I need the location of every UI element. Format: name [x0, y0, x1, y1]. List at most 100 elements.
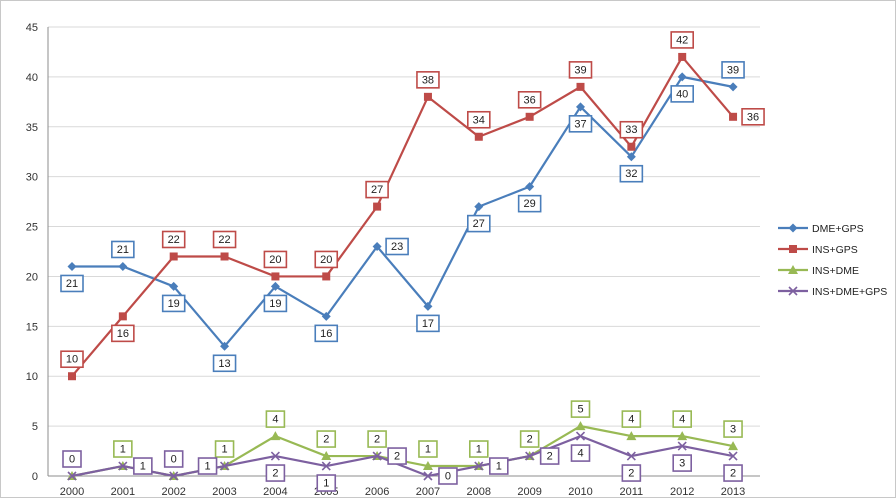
data-label-box [263, 294, 288, 313]
data-label-ins-gps: 22 [161, 230, 186, 249]
data-label-ins-dme: 1 [418, 440, 438, 458]
x-tick-label: 2004 [263, 486, 287, 498]
data-label-box [62, 450, 82, 468]
x-tick-label: 2013 [721, 486, 745, 498]
data-label-box [519, 430, 540, 448]
data-point-dme-gps [220, 341, 230, 351]
data-label-text: 5 [577, 404, 583, 416]
gridlines [48, 26, 760, 427]
data-label-box [263, 250, 288, 269]
data-label-text: 3 [730, 424, 736, 436]
legend-item-ins-dme: INS+DME [778, 265, 859, 277]
data-label-box [314, 250, 339, 269]
data-label-text: 34 [473, 114, 485, 126]
y-tick-label: 5 [32, 421, 38, 433]
data-label-ins-dme-gps: 2 [265, 464, 286, 482]
data-label-box [111, 240, 135, 259]
data-label-dme-gps: 39 [721, 61, 745, 79]
data-label-text: 17 [422, 318, 434, 330]
data-label-text: 2 [394, 451, 400, 463]
data-label-box [367, 430, 387, 448]
data-label-text: 36 [524, 94, 536, 106]
data-label-text: 39 [727, 64, 739, 76]
y-tick-label: 30 [26, 172, 38, 184]
data-label-box [113, 440, 133, 458]
data-point-ins-dme-gps [67, 471, 77, 481]
data-label-ins-gps: 42 [670, 31, 695, 49]
data-label-box [466, 110, 491, 129]
data-point-ins-gps [678, 52, 687, 61]
data-point-dme-gps [626, 152, 636, 162]
data-label-box [214, 440, 235, 458]
data-label-text: 39 [574, 64, 586, 76]
data-label-ins-gps: 10 [60, 350, 84, 369]
data-label-text: 1 [140, 461, 146, 473]
data-label-dme-gps: 16 [314, 324, 339, 343]
data-label-text: 1 [323, 478, 329, 490]
data-label-ins-dme-gps: 1 [316, 474, 337, 492]
data-point-ins-gps [423, 92, 432, 101]
data-label-box [619, 120, 644, 139]
data-label-box [570, 444, 591, 462]
data-label-box [621, 410, 642, 428]
data-label-box [161, 294, 186, 313]
data-label-text: 4 [628, 414, 634, 426]
data-label-text: 21 [117, 244, 129, 256]
x-tick-label: 2007 [416, 486, 440, 498]
data-label-text: 33 [625, 124, 637, 136]
legend-item-ins-dme-gps: INS+DME+GPS [778, 286, 887, 298]
data-point-ins-dme [270, 431, 281, 441]
data-label-dme-gps: 19 [161, 294, 186, 313]
data-label-box [197, 457, 218, 475]
x-tick-label: 2000 [60, 486, 84, 498]
x-tick-label: 2008 [467, 486, 491, 498]
data-point-ins-gps [322, 272, 331, 281]
legend-label: INS+GPS [812, 244, 858, 256]
data-label-dme-gps: 21 [111, 240, 135, 259]
data-label-ins-dme: 1 [468, 440, 489, 458]
data-label-dme-gps: 21 [60, 274, 84, 293]
data-label-box [212, 230, 237, 249]
data-label-box [161, 230, 186, 249]
data-label-text: 3 [679, 458, 685, 470]
data-point-dme-gps [67, 261, 77, 271]
series-lines [67, 52, 739, 481]
x-tick-label: 2001 [111, 486, 135, 498]
y-tick-label: 10 [26, 371, 38, 383]
data-point-ins-gps [271, 272, 280, 281]
x-tick-label: 2006 [365, 486, 389, 498]
data-label-ins-dme-gps: 1 [133, 457, 153, 475]
data-point-dme-gps [525, 182, 535, 192]
data-point-dme-gps [677, 72, 687, 82]
data-label-text: 0 [445, 471, 451, 483]
data-point-ins-dme-gps [372, 451, 382, 461]
data-point-ins-dme [575, 421, 586, 431]
data-point-dme-gps [270, 281, 280, 291]
data-label-box [265, 410, 286, 428]
data-point-ins-dme [626, 431, 637, 441]
data-point-ins-gps [118, 312, 127, 321]
data-label-text: 2 [730, 468, 736, 480]
data-point-ins-dme-gps [575, 431, 586, 441]
data-point-ins-dme-gps [525, 451, 535, 461]
data-label-box [672, 410, 693, 428]
data-label-ins-gps: 33 [619, 120, 644, 139]
data-label-text: 1 [496, 461, 502, 473]
data-label-ins-dme: 2 [316, 430, 337, 448]
x-tick-label: 2002 [161, 486, 185, 498]
data-label-ins-gps: 16 [111, 324, 135, 343]
y-tick-label: 0 [32, 471, 38, 483]
series-line-ins-dme-gps [71, 434, 734, 478]
data-label-box [133, 457, 153, 475]
data-label-text: 22 [168, 234, 180, 246]
data-label-box [723, 420, 743, 438]
legend-item-ins-gps: INS+GPS [778, 244, 858, 256]
legend-marker [788, 286, 798, 296]
data-label-text: 42 [676, 34, 688, 46]
data-label-text: 1 [476, 444, 482, 456]
data-point-dme-gps [169, 281, 179, 291]
data-point-ins-gps [525, 112, 534, 121]
data-label-text: 20 [269, 254, 281, 266]
